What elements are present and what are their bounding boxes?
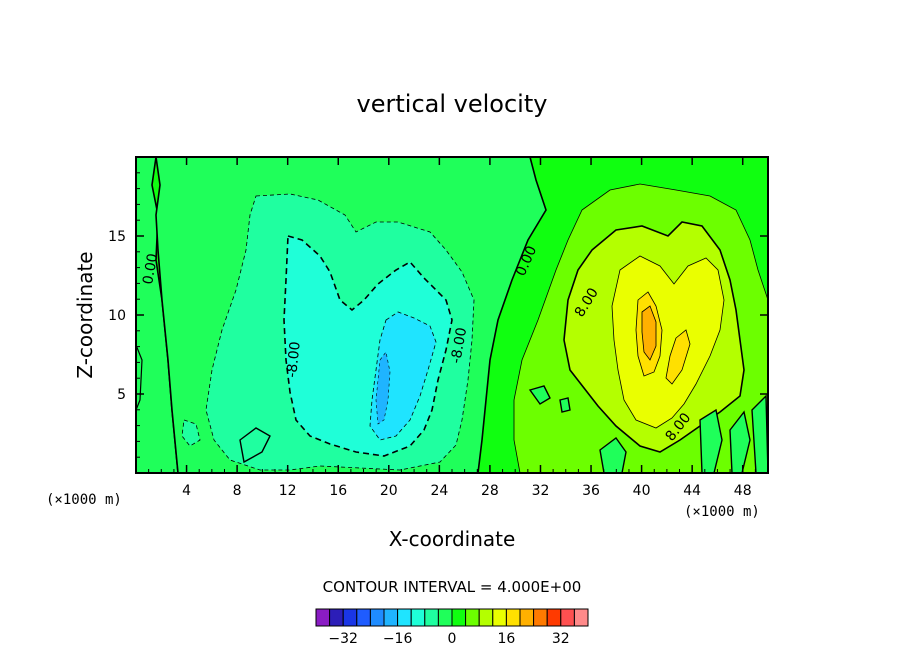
colorbar-swatch bbox=[573, 608, 589, 627]
colorbar-swatch bbox=[478, 608, 494, 627]
x-tick-label: 40 bbox=[633, 483, 651, 499]
x-tick-label: 48 bbox=[734, 483, 752, 499]
colorbar-swatch bbox=[546, 608, 562, 627]
x-tick-label: 32 bbox=[532, 483, 550, 499]
colorbar-swatch bbox=[410, 608, 426, 627]
colorbar-swatch bbox=[437, 608, 453, 627]
colorbar-tick-label: 0 bbox=[448, 631, 457, 647]
pocket-1 bbox=[239, 427, 271, 464]
x-tick-label: 20 bbox=[380, 483, 398, 499]
x-tick-label: 44 bbox=[683, 483, 701, 499]
colorbar-tick-label: 16 bbox=[497, 631, 515, 647]
x-unit-right: (×1000 m) bbox=[684, 504, 760, 520]
region-pos20 bbox=[641, 305, 657, 361]
x-tick-label: 4 bbox=[182, 483, 191, 499]
x-tick-label: 24 bbox=[430, 483, 448, 499]
colorbar-swatch bbox=[424, 608, 439, 627]
colorbar-swatch bbox=[519, 608, 535, 627]
y-axis-label: Z-coordinate bbox=[73, 251, 97, 378]
x-tick-label: 36 bbox=[582, 483, 600, 499]
x-unit-left: (×1000 m) bbox=[46, 492, 122, 508]
x-tick-label: 8 bbox=[233, 483, 242, 499]
x-axis-label: X-coordinate bbox=[389, 527, 516, 551]
x-axis: 4 8 12 16 20 24 28 32 36 40 44 48 bbox=[148, 157, 756, 499]
colorbar-swatch bbox=[342, 608, 358, 627]
colorbar: −32 −16 0 16 32 bbox=[315, 608, 589, 647]
region-neg20 bbox=[375, 351, 391, 425]
x-tick-label: 12 bbox=[279, 483, 297, 499]
contour-label-0-left: 0.00 bbox=[140, 252, 161, 285]
y-axis: 5 10 15 bbox=[108, 172, 768, 458]
region-pos16b bbox=[665, 329, 691, 385]
colorbar-swatch bbox=[533, 608, 548, 627]
pocket-7 bbox=[751, 394, 768, 473]
chart-title: vertical velocity bbox=[357, 90, 548, 118]
contour-label-neg8-right: -8.00 bbox=[448, 326, 470, 364]
colorbar-swatch bbox=[451, 608, 467, 627]
colorbar-swatch bbox=[465, 608, 480, 627]
colorbar-swatch bbox=[505, 608, 521, 627]
colorbar-tick-label: 32 bbox=[552, 631, 570, 647]
y-tick-label: 10 bbox=[108, 308, 126, 324]
y-tick-label: 15 bbox=[108, 229, 126, 245]
x-tick-label: 16 bbox=[329, 483, 347, 499]
colorbar-swatch bbox=[492, 608, 507, 627]
colorbar-swatch bbox=[397, 608, 412, 627]
colorbar-swatch bbox=[315, 608, 331, 627]
contour-label-neg8-left: -8.00 bbox=[284, 341, 304, 379]
pocket-5 bbox=[699, 408, 723, 473]
colorbar-swatch bbox=[560, 608, 575, 627]
colorbar-swatch bbox=[329, 608, 344, 627]
colorbar-swatch bbox=[383, 608, 399, 627]
pocket-2 bbox=[528, 385, 551, 405]
pocket-6 bbox=[729, 410, 751, 473]
pocket-3 bbox=[559, 397, 571, 413]
contour-interval-text: CONTOUR INTERVAL = 4.000E+00 bbox=[323, 578, 582, 596]
colorbar-tick-label: −32 bbox=[328, 631, 358, 647]
y-tick-label: 5 bbox=[117, 387, 126, 403]
colorbar-swatch bbox=[369, 608, 385, 627]
region-neg8-blob bbox=[181, 419, 201, 447]
x-tick-label: 28 bbox=[481, 483, 499, 499]
contour-field bbox=[136, 157, 768, 473]
colorbar-swatch bbox=[356, 608, 371, 627]
colorbar-tick-label: −16 bbox=[383, 631, 413, 647]
